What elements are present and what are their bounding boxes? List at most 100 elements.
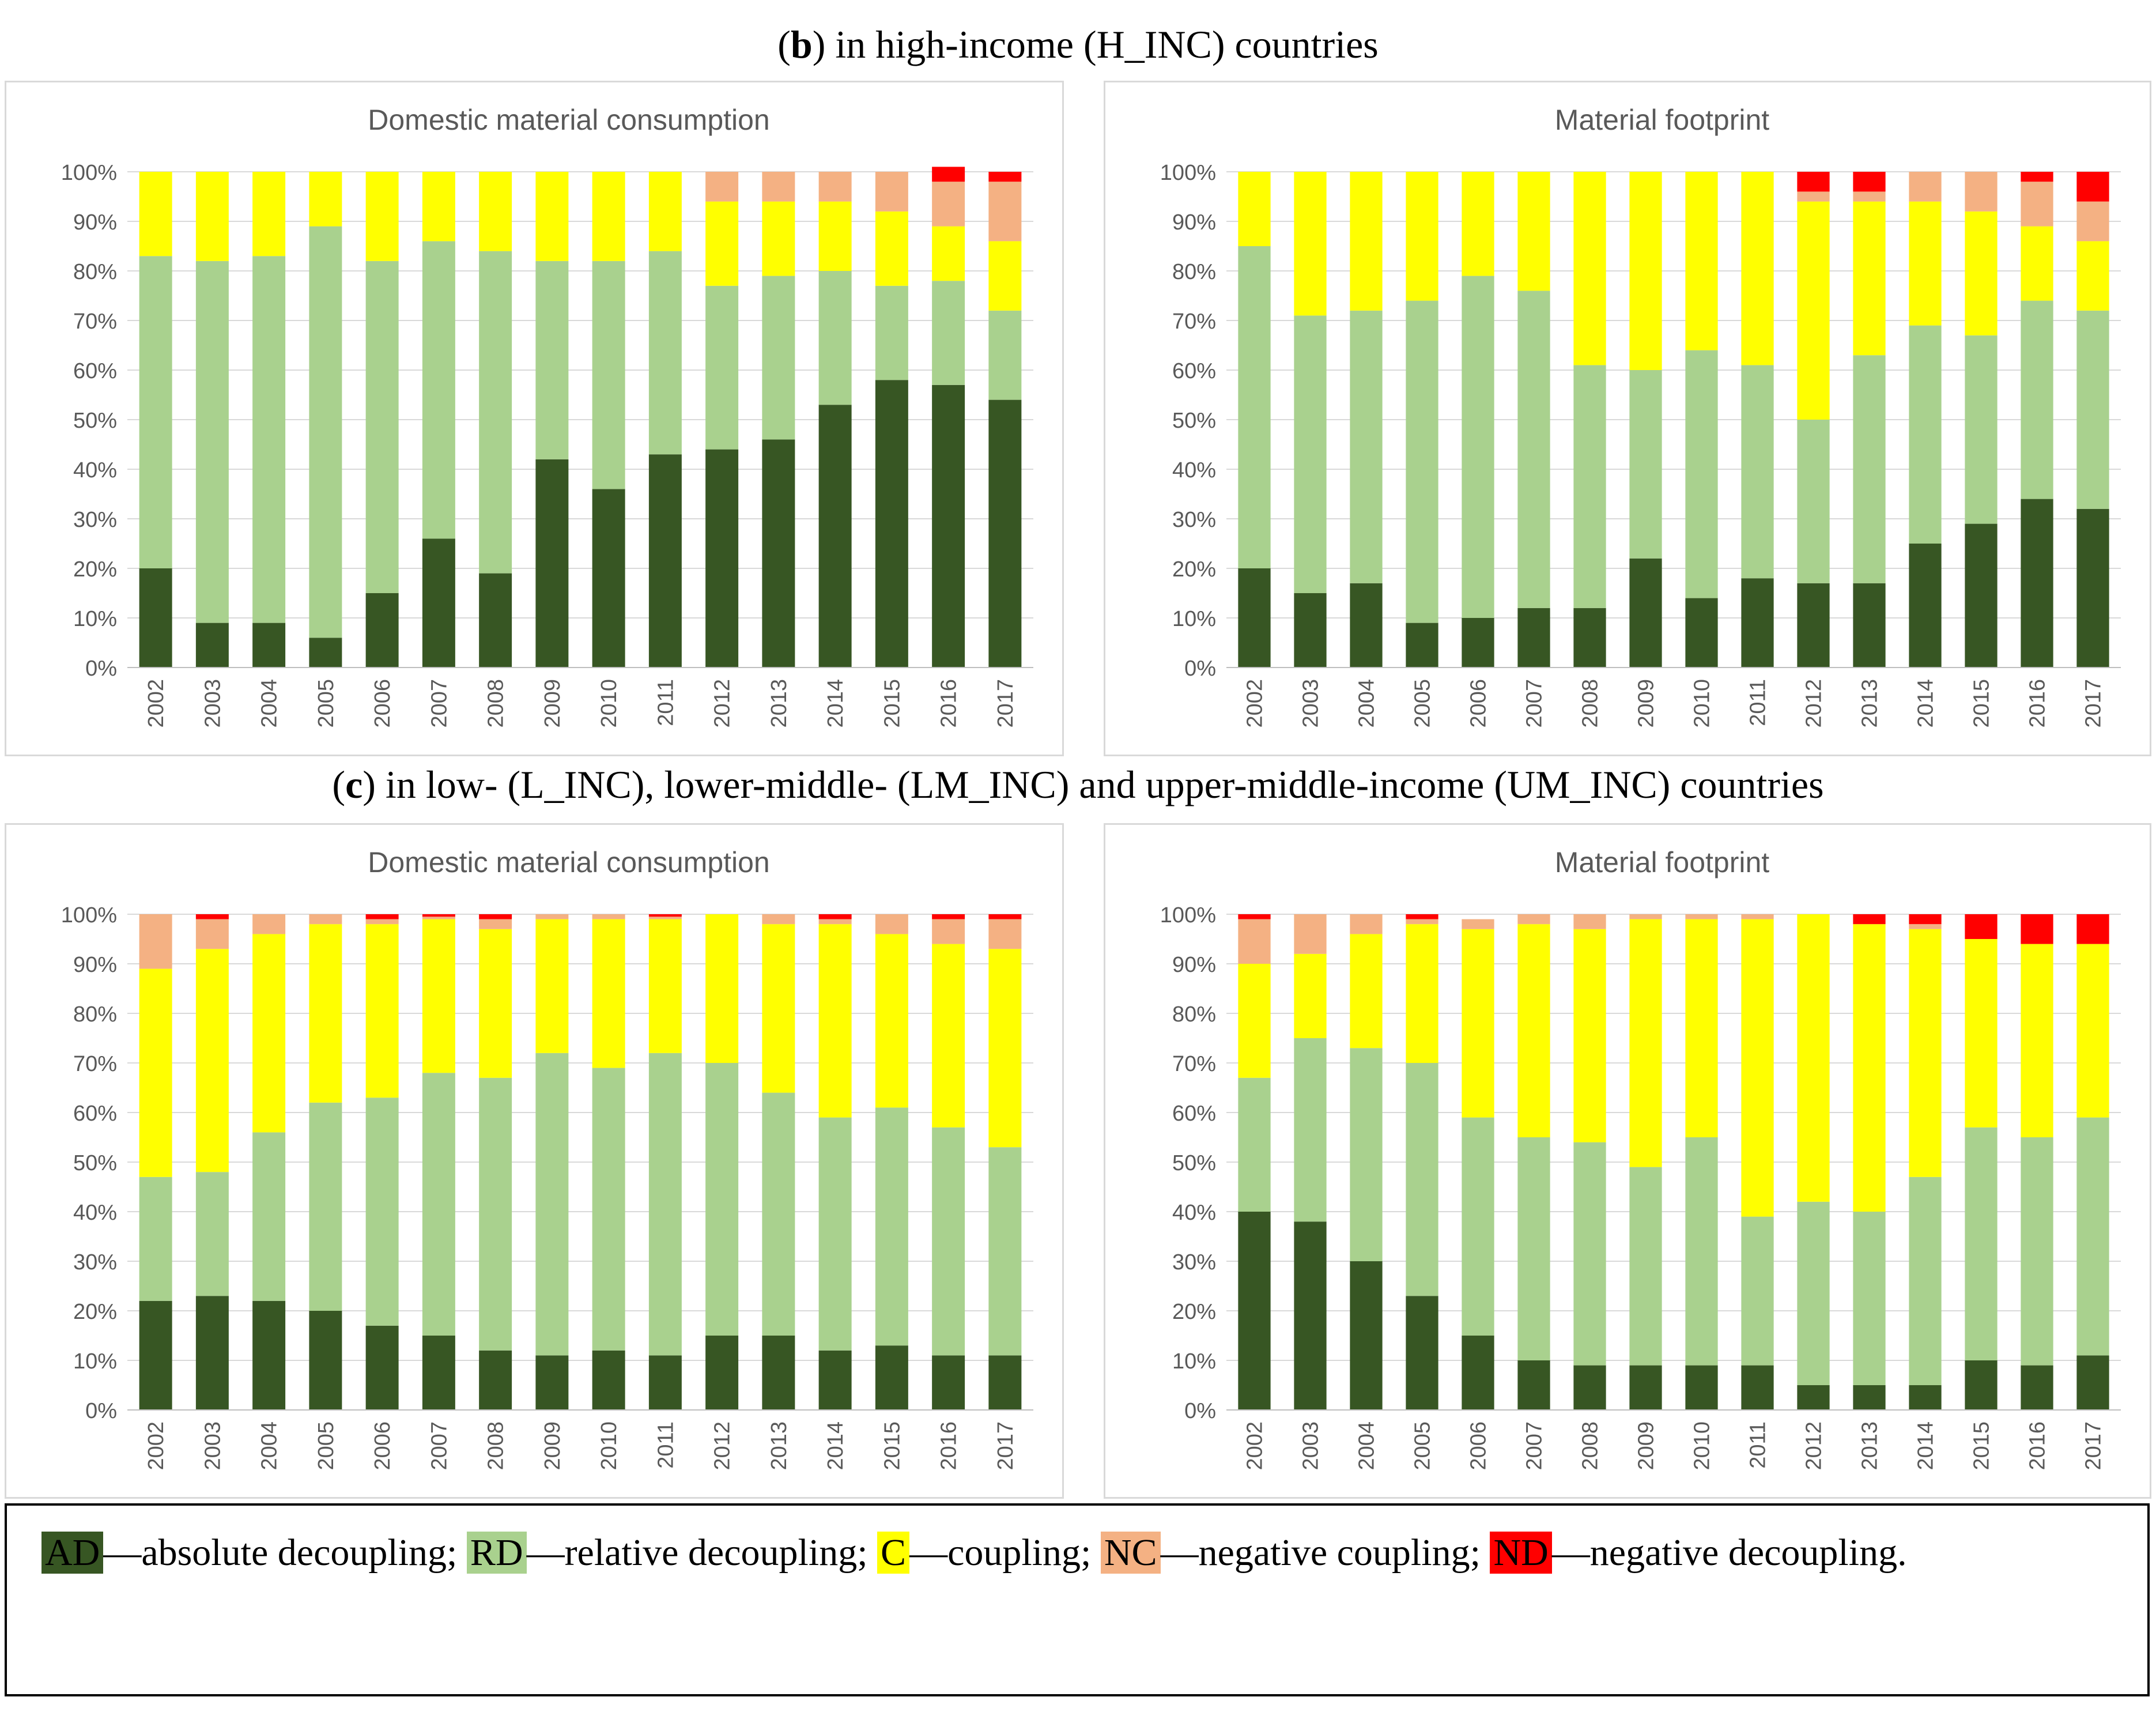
bar-ad-2010 bbox=[592, 489, 625, 668]
bar-rd-2017 bbox=[988, 1147, 1022, 1356]
x-tick-label: 2007 bbox=[427, 1421, 451, 1470]
y-tick-label: 30% bbox=[1172, 1250, 1216, 1274]
bar-ad-2015 bbox=[1965, 1360, 1998, 1410]
bar-rd-2015 bbox=[1965, 1127, 1998, 1360]
bar-ad-2011 bbox=[648, 454, 682, 668]
bar-rd-2011 bbox=[648, 1053, 682, 1356]
bar-nd-2017 bbox=[988, 172, 1022, 182]
bar-rd-2017 bbox=[2076, 1117, 2109, 1356]
x-tick-label: 2017 bbox=[2082, 679, 2106, 728]
bar-ad-2008 bbox=[1573, 1365, 1606, 1410]
bar-nd-2007 bbox=[422, 914, 455, 917]
y-tick-label: 70% bbox=[1172, 1052, 1216, 1076]
bar-rd-2016 bbox=[932, 1127, 965, 1356]
x-tick-label: 2003 bbox=[201, 679, 225, 728]
bar-ad-2002 bbox=[1238, 568, 1271, 668]
y-tick-label: 90% bbox=[73, 953, 117, 977]
bar-rd-2005 bbox=[1406, 300, 1438, 623]
x-tick-label: 2003 bbox=[1299, 1421, 1323, 1470]
bar-c-2017 bbox=[988, 949, 1022, 1148]
chart-panel-b-left: Domestic material consumption 0% 10% 20% 30%… bbox=[5, 81, 1064, 756]
bar-nc-2016 bbox=[932, 182, 965, 227]
x-tick-label: 2008 bbox=[484, 1421, 508, 1470]
bar-ad-2004 bbox=[1350, 583, 1383, 668]
bar-nc-2017 bbox=[2076, 201, 2109, 242]
bar-rd-2012 bbox=[705, 285, 739, 450]
y-tick-label: 90% bbox=[1172, 953, 1216, 977]
bar-ad-2005 bbox=[1406, 1296, 1438, 1410]
bar-rd-2009 bbox=[1629, 1167, 1662, 1366]
bar-nc-2006 bbox=[365, 919, 399, 925]
x-tick-label: 2009 bbox=[1634, 679, 1659, 728]
bar-c-2012 bbox=[1797, 914, 1830, 1202]
bar-nc-2015 bbox=[875, 914, 908, 934]
bar-ad-2013 bbox=[762, 1336, 795, 1410]
y-tick-label: 80% bbox=[1172, 260, 1216, 284]
bar-nc-2016 bbox=[932, 919, 965, 944]
x-tick-label: 2007 bbox=[427, 679, 451, 728]
bar-c-2010 bbox=[592, 919, 625, 1068]
bar-ad-2017 bbox=[988, 399, 1022, 668]
bar-rd-2007 bbox=[422, 1073, 455, 1336]
x-tick-label: 2015 bbox=[880, 1421, 904, 1470]
bar-c-2014 bbox=[818, 924, 852, 1118]
bar-c-2006 bbox=[1462, 172, 1494, 276]
bar-rd-2014 bbox=[1909, 325, 1942, 544]
x-tick-label: 2010 bbox=[1690, 679, 1715, 728]
x-tick-label: 2016 bbox=[2026, 1421, 2050, 1470]
y-tick-label: 40% bbox=[73, 1201, 117, 1225]
bar-c-2011 bbox=[1741, 172, 1774, 365]
bar-ad-2010 bbox=[1685, 598, 1718, 668]
bar-rd-2009 bbox=[535, 261, 569, 459]
bar-ad-2017 bbox=[2076, 1355, 2109, 1410]
bar-rd-2011 bbox=[1741, 365, 1774, 579]
bar-ad-2006 bbox=[365, 1325, 399, 1410]
bar-ad-2014 bbox=[818, 405, 852, 668]
bar-nc-2013 bbox=[1853, 191, 1886, 202]
bar-nc-2009 bbox=[1629, 914, 1662, 919]
x-tick-label: 2006 bbox=[1467, 1421, 1491, 1470]
x-tick-label: 2004 bbox=[258, 1421, 282, 1470]
bar-rd-2012 bbox=[1797, 420, 1830, 583]
bar-rd-2008 bbox=[479, 1077, 512, 1351]
legend-desc-ad: absolute decoupling; bbox=[141, 1532, 458, 1574]
chart-svg: Domestic material consumption 0% 10% 20% 30%… bbox=[61, 104, 1033, 728]
bar-rd-2013 bbox=[1853, 1212, 1886, 1385]
x-tick-label: 2008 bbox=[1579, 1421, 1603, 1470]
x-tick-label: 2002 bbox=[144, 679, 168, 728]
bar-c-2003 bbox=[1294, 953, 1327, 1038]
bar-nc-2014 bbox=[1909, 172, 1942, 202]
x-tick-label: 2004 bbox=[1355, 679, 1379, 728]
bar-rd-2007 bbox=[1517, 291, 1550, 608]
bar-c-2010 bbox=[1685, 172, 1718, 350]
x-tick-label: 2002 bbox=[144, 1421, 168, 1470]
chart-panel-b-right: Material footprint 0% 10% 20% 30% 40% 50% 60% 70… bbox=[1104, 81, 2151, 756]
bar-c-2007 bbox=[422, 919, 455, 1073]
x-tick-label: 2005 bbox=[1411, 679, 1435, 728]
bar-c-2014 bbox=[818, 201, 852, 271]
y-tick-label: 20% bbox=[73, 557, 117, 582]
bar-ad-2012 bbox=[705, 449, 739, 668]
y-tick-label: 20% bbox=[1172, 557, 1216, 582]
bar-ad-2005 bbox=[309, 638, 342, 668]
bar-rd-2010 bbox=[1685, 350, 1718, 598]
y-tick-label: 70% bbox=[1172, 310, 1216, 334]
x-tick-label: 2016 bbox=[937, 1421, 961, 1470]
bar-rd-2006 bbox=[365, 261, 399, 593]
chart-title: Material footprint bbox=[1555, 846, 1769, 878]
bar-rd-2004 bbox=[252, 256, 286, 623]
bar-ad-2017 bbox=[988, 1355, 1022, 1410]
bar-c-2002 bbox=[1238, 172, 1271, 246]
x-tick-label: 2014 bbox=[1914, 1421, 1938, 1470]
x-tick-label: 2017 bbox=[2082, 1421, 2106, 1470]
bar-c-2004 bbox=[252, 934, 286, 1133]
bar-nd-2014 bbox=[818, 914, 852, 919]
section-text: in high-income (H_INC) countries bbox=[825, 22, 1379, 66]
x-tick-label: 2002 bbox=[1243, 1421, 1267, 1470]
bar-rd-2008 bbox=[1573, 1142, 1606, 1366]
y-tick-label: 30% bbox=[1172, 508, 1216, 532]
bar-c-2003 bbox=[1294, 172, 1327, 316]
bar-rd-2012 bbox=[705, 1063, 739, 1336]
x-tick-label: 2010 bbox=[1690, 1421, 1715, 1470]
bar-c-2005 bbox=[309, 924, 342, 1103]
